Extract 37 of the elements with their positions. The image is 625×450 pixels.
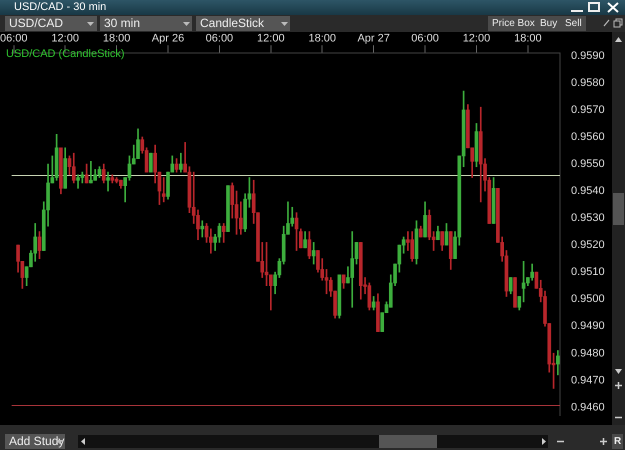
- text: USD/CAD: [5, 16, 97, 31]
- x-tick-label: 12:00: [51, 32, 79, 45]
- y-tick-label: 0.9470: [571, 374, 605, 386]
- x-tick-label: 06:00: [0, 32, 28, 45]
- x-tick-label: Apr 26: [152, 32, 184, 45]
- x-tick-label: 18:00: [102, 32, 130, 45]
- y-tick-label: 0.9560: [571, 131, 605, 144]
- y-tick-label: 0.9540: [571, 185, 605, 198]
- candlestick: [106, 172, 110, 192]
- y-tick-label: 0.9530: [571, 212, 605, 224]
- x-tick-label: Apr 27: [357, 32, 390, 45]
- x-tick-label: 12:00: [462, 32, 490, 45]
- x-tick-label: 06:00: [206, 32, 234, 45]
- y-tick-label: 0.9580: [571, 76, 605, 89]
- y-tick-label: 0.9500: [571, 293, 605, 306]
- chart-subtitle: USD/CAD (CandleStick): [6, 48, 125, 60]
- text: Sell: [561, 16, 586, 31]
- x-tick-label: 12:00: [257, 32, 285, 45]
- y-tick-label: 0.9460: [571, 401, 605, 414]
- chart-title: USD/CAD - 30 min: [14, 1, 106, 13]
- text: Price Box: [488, 16, 539, 31]
- candlestick: [264, 242, 268, 286]
- y-tick-label: 0.9490: [571, 320, 605, 332]
- x-tick-label: 18:00: [514, 32, 542, 45]
- y-tick-label: 0.9570: [571, 104, 605, 116]
- text: 30 min: [100, 16, 192, 31]
- text: CandleStick: [196, 16, 290, 31]
- text: Add Study: [5, 434, 65, 449]
- y-tick-label: 0.9480: [571, 347, 605, 360]
- y-tick-label: 0.9590: [571, 50, 605, 62]
- y-tick-label: 0.9550: [571, 158, 605, 170]
- text: R: [612, 434, 624, 449]
- x-tick-label: 18:00: [308, 32, 336, 45]
- x-tick-label: 06:00: [411, 32, 439, 45]
- text: Buy: [536, 16, 562, 31]
- y-tick-label: 0.9520: [571, 239, 605, 252]
- y-tick-label: 0.9510: [571, 266, 605, 278]
